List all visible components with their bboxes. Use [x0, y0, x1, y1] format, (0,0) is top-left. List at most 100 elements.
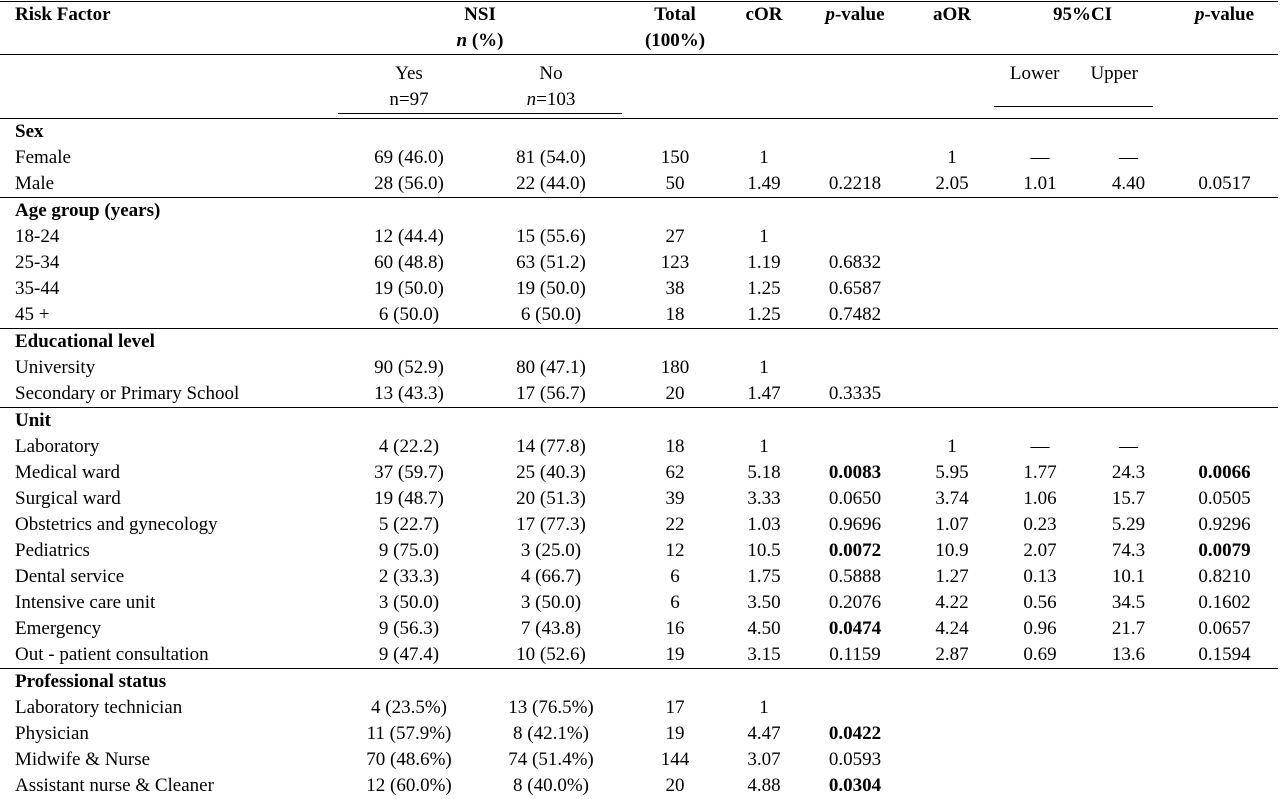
- table-row: Female 69 (46.0) 81 (54.0) 150 1 1 — —: [0, 145, 1278, 171]
- cell-cor: 4.47: [747, 723, 781, 744]
- cell-aor: 1.07: [935, 514, 969, 535]
- cell-cor: 1: [759, 436, 769, 457]
- cell-p-value-adjusted: [1171, 747, 1278, 773]
- cell-p-value-adjusted: 0.8210: [1198, 566, 1251, 587]
- cell-cor: 1.19: [747, 252, 781, 273]
- section-title: Professional status: [0, 668, 1279, 695]
- row-label: Midwife & Nurse: [15, 749, 151, 770]
- cell-nsi-no: 3 (25.0): [520, 540, 582, 561]
- table-row: Emergency 9 (56.3) 7 (43.8) 16 4.50 0.0474 4.2…: [0, 616, 1278, 642]
- cell-p-value-adjusted: 0.0079: [1198, 540, 1251, 561]
- cell-total: 18: [665, 436, 685, 457]
- cell-nsi-yes: 90 (52.9): [374, 357, 444, 378]
- cell-p-value-adjusted: 0.0657: [1198, 618, 1251, 639]
- cell-total: 20: [665, 775, 685, 796]
- table-row: 45 + 6 (50.0) 6 (50.0) 18 1.25 0.7482: [0, 302, 1278, 329]
- cell-cor: 1.75: [747, 566, 781, 587]
- cell-ci-upper: [1086, 276, 1171, 302]
- table-row: Pediatrics 9 (75.0) 3 (25.0) 12 10.5 0.0072 10…: [0, 538, 1278, 564]
- table-row: Medical ward 37 (59.7) 25 (40.3) 62 5.18 0.00…: [0, 460, 1278, 486]
- cell-p-value: [800, 695, 910, 721]
- section-title: Age group (years): [0, 197, 1279, 224]
- row-label: Dental service: [15, 566, 125, 587]
- cell-nsi-yes: 4 (22.2): [378, 436, 440, 457]
- row-label: Intensive care unit: [15, 592, 156, 613]
- cell-nsi-no: 8 (40.0%): [513, 775, 589, 796]
- cell-ci-upper: [1086, 250, 1171, 276]
- row-label: Pediatrics: [15, 540, 90, 561]
- cell-nsi-no: 63 (51.2): [516, 252, 586, 273]
- table-row: 18-24 12 (44.4) 15 (55.6) 27 1: [0, 224, 1278, 250]
- row-label: Laboratory: [15, 436, 100, 457]
- subheader-yes: Yes n=97: [389, 63, 429, 110]
- cell-total: 19: [665, 723, 685, 744]
- cell-ci-lower: [994, 721, 1086, 747]
- cell-nsi-yes: 9 (56.3): [378, 618, 440, 639]
- cell-total: 20: [665, 383, 685, 404]
- cell-total: 6: [670, 566, 680, 587]
- cell-total: 6: [670, 592, 680, 613]
- cell-aor: [910, 355, 994, 381]
- table-row: 25-34 60 (48.8) 63 (51.2) 123 1.19 0.6832: [0, 250, 1278, 276]
- cell-p-value: 0.3335: [828, 383, 882, 404]
- cell-ci-upper: 74.3: [1111, 540, 1146, 561]
- cell-nsi-no: 81 (54.0): [516, 147, 586, 168]
- cell-ci-lower: 0.13: [1023, 566, 1057, 587]
- cell-nsi-no: 15 (55.6): [516, 226, 586, 247]
- cell-nsi-yes: 28 (56.0): [374, 173, 444, 194]
- cell-cor: 3.50: [747, 592, 781, 613]
- cell-ci-lower: 0.56: [1023, 592, 1057, 613]
- cell-aor: [910, 276, 994, 302]
- cell-nsi-yes: 9 (47.4): [378, 644, 440, 665]
- cell-ci-upper: [1086, 302, 1171, 329]
- cell-total: 39: [665, 488, 685, 509]
- cell-cor: 3.33: [747, 488, 781, 509]
- cell-aor: [910, 721, 994, 747]
- cell-p-value-adjusted: [1171, 434, 1278, 460]
- row-label: Secondary or Primary School: [15, 383, 240, 404]
- cell-aor: [910, 250, 994, 276]
- cell-p-value-adjusted: [1171, 773, 1278, 799]
- cell-p-value-adjusted: [1171, 145, 1278, 171]
- header-row-2: Yes n=97 No n=103 Lower Upper: [0, 54, 1279, 119]
- cell-nsi-no: 22 (44.0): [516, 173, 586, 194]
- subheader-upper: Upper: [1090, 63, 1138, 84]
- row-label: 25-34: [15, 252, 60, 273]
- cell-ci-lower: 0.96: [1023, 618, 1057, 639]
- cell-p-value-adjusted: [1171, 381, 1278, 408]
- cell-ci-upper: [1086, 773, 1171, 799]
- cell-nsi-yes: 19 (50.0): [374, 278, 444, 299]
- cell-nsi-no: 3 (50.0): [520, 592, 582, 613]
- cell-cor: 1.47: [747, 383, 781, 404]
- nsi-label: NSI: [464, 4, 496, 25]
- cell-p-value: 0.0593: [828, 749, 882, 770]
- cell-cor: 3.07: [747, 749, 781, 770]
- cell-p-value-adjusted: [1171, 276, 1278, 302]
- cell-aor: [910, 302, 994, 329]
- cell-ci-lower: [994, 224, 1086, 250]
- table-row: Out - patient consultation 9 (47.4) 10 (52…: [0, 642, 1278, 669]
- cell-ci-lower: 1.06: [1023, 488, 1057, 509]
- cell-p-value: 0.5888: [828, 566, 882, 587]
- cell-p-value: [800, 145, 910, 171]
- cell-aor: 2.87: [935, 644, 969, 665]
- cell-ci-upper: 13.6: [1111, 644, 1146, 665]
- cell-cor: 4.50: [747, 618, 781, 639]
- cell-aor: [910, 773, 994, 799]
- cell-cor: 1: [759, 147, 769, 168]
- table-row: Intensive care unit 3 (50.0) 3 (50.0) 6 3.50…: [0, 590, 1278, 616]
- row-label: Physician: [15, 723, 89, 744]
- cell-aor: [910, 695, 994, 721]
- section-header-row: Sex: [0, 118, 1279, 145]
- cell-aor: 3.74: [935, 488, 969, 509]
- cell-nsi-no: 17 (56.7): [516, 383, 586, 404]
- row-label: Medical ward: [15, 462, 120, 483]
- cell-nsi-yes: 13 (43.3): [374, 383, 444, 404]
- cell-ci-lower: [994, 302, 1086, 329]
- cell-total: 123: [660, 252, 690, 273]
- cell-nsi-yes: 4 (23.5%): [371, 697, 447, 718]
- table-row: Assistant nurse & Cleaner 12 (60.0%) 8 (40…: [0, 773, 1278, 799]
- table-row: 35-44 19 (50.0) 19 (50.0) 38 1.25 0.6587: [0, 276, 1278, 302]
- table-row: Physician 11 (57.9%) 8 (42.1%) 19 4.47 0.0422: [0, 721, 1278, 747]
- section-title: Educational level: [0, 328, 1279, 355]
